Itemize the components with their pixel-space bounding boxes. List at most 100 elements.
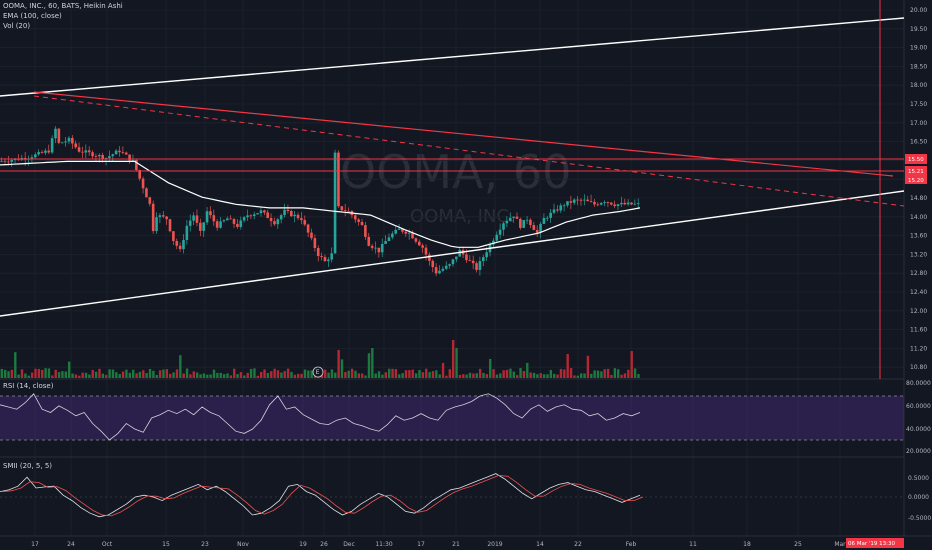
price-badge-15-50 [905, 154, 927, 164]
volume-bar [57, 372, 61, 378]
volume-bar [88, 374, 91, 378]
volume-bar [47, 368, 51, 378]
volume-bar [576, 375, 579, 378]
price-axis-label: 12.00 [910, 308, 927, 315]
smii-legend[interactable]: SMII (20, 5, 5) [3, 462, 53, 470]
volume-bar [414, 373, 418, 378]
rsi-axis-label: 60.0000 [906, 403, 931, 410]
time-axis[interactable]: 17 24 Oct 15 23 Nov 19 26 Dec 11:30 17 21 2019 14 22 Fe… [31, 541, 846, 548]
candle-body [586, 199, 590, 202]
vol-legend[interactable]: Vol (20) [3, 22, 31, 30]
candle-body [67, 137, 71, 142]
price-axis-label: 13.60 [910, 233, 927, 240]
time-axis-label: 23 [201, 541, 209, 548]
candle-body [182, 239, 185, 250]
candle-body [512, 216, 515, 218]
volume-bar [105, 374, 108, 378]
ema-legend[interactable]: EMA (100, close) [3, 12, 62, 20]
lower-channel-line[interactable] [0, 190, 905, 317]
volume-bar [485, 374, 489, 378]
candle-body [626, 202, 630, 205]
candle-body [141, 178, 145, 189]
candle-body [121, 152, 125, 153]
candle-body [279, 215, 283, 220]
candle-body [0, 160, 3, 162]
candle-body [502, 223, 505, 230]
price-candles [0, 126, 640, 277]
volume-bar [566, 354, 569, 378]
candle-body [522, 220, 526, 228]
red-trendline-solid[interactable] [33, 91, 894, 177]
candle-body [613, 204, 616, 207]
candle-body [515, 216, 519, 219]
volume-bar [596, 370, 600, 378]
candle-body [249, 215, 253, 217]
main-legend[interactable]: OOMA, INC., 60, BATS, Heikin Ashi [3, 2, 123, 10]
time-axis-label: 2019 [487, 541, 502, 548]
volume-bar [24, 373, 27, 378]
volume-bar [431, 371, 435, 378]
candle-body [508, 217, 512, 221]
candle-body [71, 137, 74, 144]
volume-bar [367, 353, 371, 378]
candle-body [616, 204, 620, 207]
volume-bar [78, 375, 81, 378]
rsi-band [0, 396, 904, 440]
candle-body [620, 202, 623, 205]
candle-body [256, 213, 259, 215]
time-axis-label: 26 [320, 541, 328, 548]
volume-bar [515, 375, 519, 378]
candle-body [448, 264, 451, 266]
price-axis-label: 12.40 [910, 289, 927, 296]
red-trendline-dashed[interactable] [33, 95, 905, 207]
volume-bar [7, 371, 10, 378]
candle-body [492, 240, 495, 245]
candle-body [347, 210, 350, 212]
smii-axis[interactable]: 0.5000 0.0000 -0.5000 [908, 475, 931, 522]
candle-body [64, 141, 67, 143]
time-axis-label: 17 [31, 541, 39, 548]
volume-bar [334, 372, 337, 378]
candle-body [50, 138, 54, 153]
candle-body [579, 199, 583, 201]
volume-bar [162, 369, 165, 378]
candle-body [175, 240, 179, 246]
candle-body [178, 245, 182, 250]
time-axis-label: 18 [743, 541, 751, 548]
candle-body [283, 209, 286, 216]
rsi-axis[interactable]: 80.0000 60.0000 40.0000 20.0000 [906, 380, 931, 455]
price-badge-15-21 [905, 166, 927, 176]
earnings-marker[interactable] [312, 366, 324, 378]
volume-bar [189, 374, 192, 378]
volume-bar [579, 373, 583, 378]
volume-bar [519, 368, 522, 378]
candle-body [3, 160, 7, 162]
ema-line [0, 160, 641, 248]
price-axis-label: 18.50 [910, 63, 927, 70]
candle-body [114, 150, 118, 155]
price-axis-label: 13.20 [910, 251, 927, 258]
rsi-legend[interactable]: RSI (14, close) [3, 382, 54, 390]
upper-channel-line[interactable] [0, 17, 905, 97]
candle-body [269, 218, 273, 222]
candle-body [451, 259, 455, 265]
candle-body [367, 236, 371, 246]
candle-body [57, 128, 61, 143]
candle-body [161, 215, 165, 217]
volume-bar [482, 372, 485, 378]
candle-body [225, 218, 229, 221]
volume-bar [418, 370, 421, 378]
volume-bar [148, 369, 152, 378]
candle-body [404, 231, 408, 234]
volume-bar [263, 369, 266, 378]
candle-body [330, 253, 334, 260]
candle-body [545, 217, 549, 219]
volume-bar [94, 371, 98, 378]
candle-body [172, 231, 175, 241]
volume-bar [51, 375, 54, 378]
candle-body [441, 268, 445, 271]
volume-bar [216, 372, 219, 378]
candle-body [397, 228, 401, 230]
volume-bar [489, 358, 492, 378]
